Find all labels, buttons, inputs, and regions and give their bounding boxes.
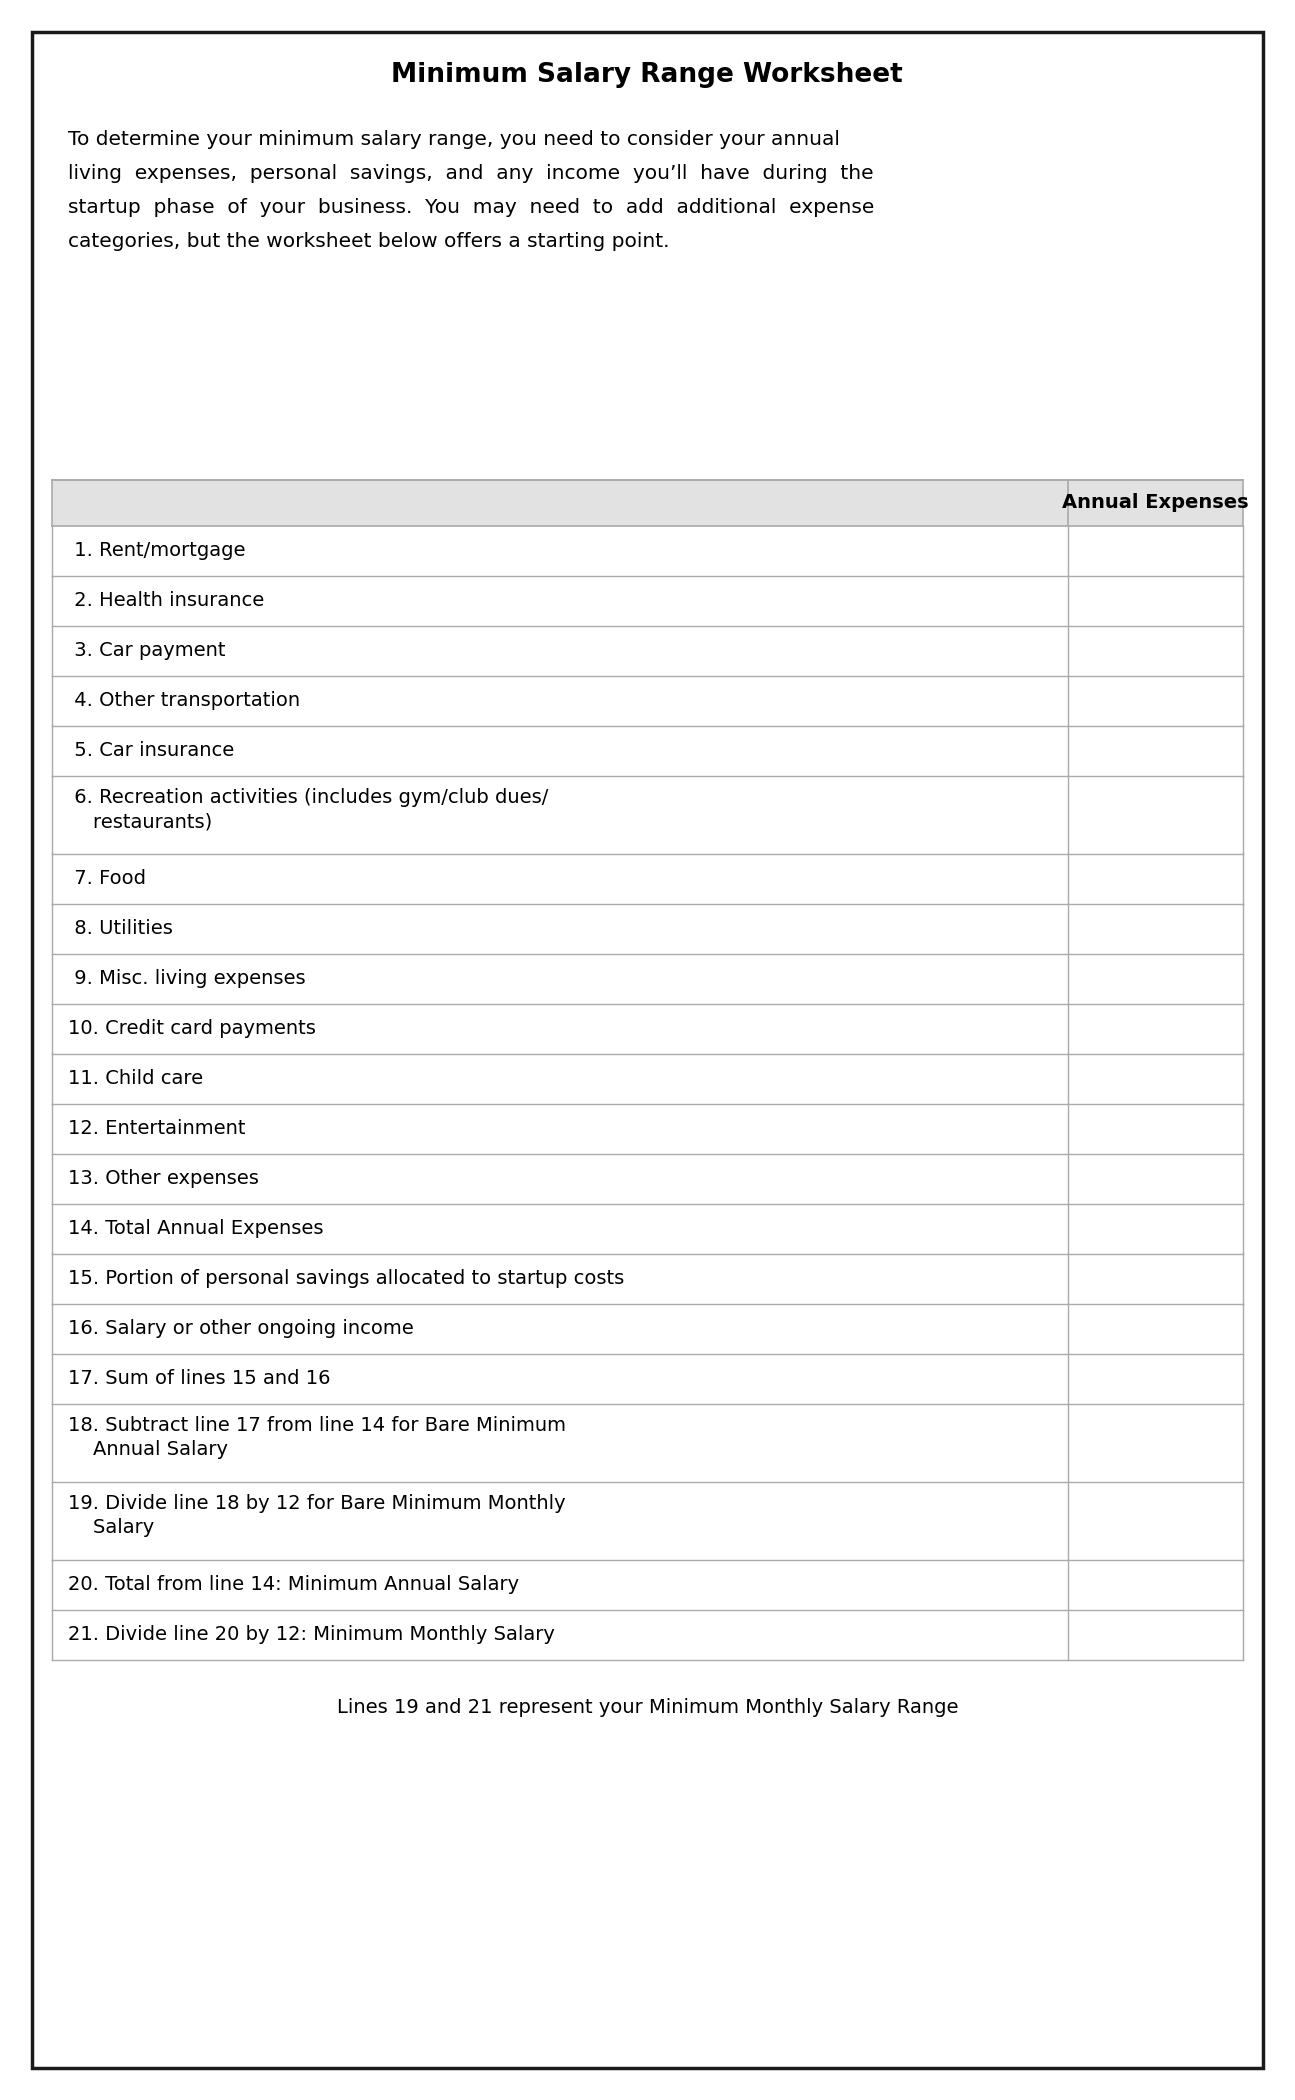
Text: 21. Divide line 20 by 12: Minimum Monthly Salary: 21. Divide line 20 by 12: Minimum Monthl… <box>69 1625 554 1644</box>
Bar <box>52 855 1243 903</box>
Text: restaurants): restaurants) <box>69 813 212 832</box>
Text: 14. Total Annual Expenses: 14. Total Annual Expenses <box>69 1220 324 1239</box>
Bar <box>52 1560 1243 1611</box>
Text: 1. Rent/mortgage: 1. Rent/mortgage <box>69 542 246 561</box>
Text: 11. Child care: 11. Child care <box>69 1069 203 1088</box>
Bar <box>52 727 1243 777</box>
Bar <box>52 1155 1243 1203</box>
Bar <box>52 626 1243 676</box>
Text: 3. Car payment: 3. Car payment <box>69 640 225 662</box>
Bar <box>52 1254 1243 1304</box>
Text: 6. Recreation activities (includes gym/club dues/: 6. Recreation activities (includes gym/c… <box>69 788 548 806</box>
Text: 18. Subtract line 17 from line 14 for Bare Minimum: 18. Subtract line 17 from line 14 for Ba… <box>69 1415 566 1434</box>
Bar <box>52 1483 1243 1560</box>
Text: Minimum Salary Range Worksheet: Minimum Salary Range Worksheet <box>391 63 903 88</box>
Text: 15. Portion of personal savings allocated to startup costs: 15. Portion of personal savings allocate… <box>69 1270 624 1289</box>
Bar <box>52 777 1243 855</box>
Text: 19. Divide line 18 by 12 for Bare Minimum Monthly: 19. Divide line 18 by 12 for Bare Minimu… <box>69 1493 566 1512</box>
Text: To determine your minimum salary range, you need to consider your annual: To determine your minimum salary range, … <box>69 130 840 149</box>
Text: 9. Misc. living expenses: 9. Misc. living expenses <box>69 970 306 989</box>
Text: 7. Food: 7. Food <box>69 869 146 888</box>
Text: Lines 19 and 21 represent your Minimum Monthly Salary Range: Lines 19 and 21 represent your Minimum M… <box>337 1699 958 1718</box>
Text: Annual Expenses: Annual Expenses <box>1062 494 1248 512</box>
Bar <box>52 1611 1243 1659</box>
Bar <box>52 1405 1243 1483</box>
Text: 17. Sum of lines 15 and 16: 17. Sum of lines 15 and 16 <box>69 1369 330 1388</box>
Bar <box>52 676 1243 727</box>
Text: 20. Total from line 14: Minimum Annual Salary: 20. Total from line 14: Minimum Annual S… <box>69 1575 519 1594</box>
Bar <box>52 1203 1243 1254</box>
Text: 16. Salary or other ongoing income: 16. Salary or other ongoing income <box>69 1319 413 1338</box>
Bar <box>52 1304 1243 1354</box>
Text: 5. Car insurance: 5. Car insurance <box>69 741 234 760</box>
Text: 4. Other transportation: 4. Other transportation <box>69 691 300 710</box>
Bar <box>52 525 1243 575</box>
Bar <box>52 1105 1243 1155</box>
Text: 13. Other expenses: 13. Other expenses <box>69 1170 259 1189</box>
Bar <box>52 1354 1243 1405</box>
Bar <box>52 953 1243 1004</box>
Bar <box>52 481 1243 525</box>
Bar <box>52 1004 1243 1054</box>
Text: living  expenses,  personal  savings,  and  any  income  you’ll  have  during  t: living expenses, personal savings, and a… <box>69 164 874 183</box>
Text: 10. Credit card payments: 10. Credit card payments <box>69 1018 316 1040</box>
Text: Salary: Salary <box>69 1518 154 1537</box>
Text: categories, but the worksheet below offers a starting point.: categories, but the worksheet below offe… <box>69 231 670 252</box>
Bar <box>52 575 1243 626</box>
Bar <box>52 1054 1243 1105</box>
Text: Annual Salary: Annual Salary <box>69 1441 228 1460</box>
Text: startup  phase  of  your  business.  You  may  need  to  add  additional  expens: startup phase of your business. You may … <box>69 197 874 216</box>
Text: 2. Health insurance: 2. Health insurance <box>69 592 264 611</box>
Bar <box>52 903 1243 953</box>
Text: 8. Utilities: 8. Utilities <box>69 920 172 939</box>
Text: 12. Entertainment: 12. Entertainment <box>69 1119 246 1138</box>
